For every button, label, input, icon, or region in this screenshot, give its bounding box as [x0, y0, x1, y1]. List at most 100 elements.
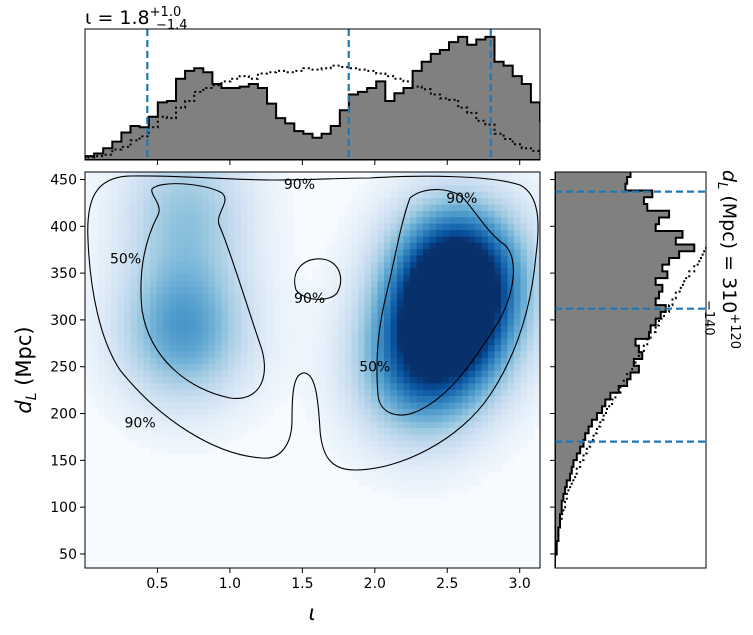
heatmap-cell [143, 286, 151, 294]
heatmap-cell [241, 274, 249, 282]
heatmap-cell [221, 286, 229, 294]
heatmap-cell [397, 484, 405, 492]
heatmap-cell [286, 318, 294, 326]
heatmap-cell [501, 191, 509, 199]
heatmap-cell [280, 255, 288, 263]
heatmap-cell [163, 242, 171, 250]
heatmap-cell [202, 350, 210, 358]
heatmap-cell [462, 248, 470, 256]
heatmap-cell [104, 280, 112, 288]
heatmap-cell [527, 184, 535, 192]
heatmap-cell [501, 274, 509, 282]
heatmap-cell [364, 274, 372, 282]
heatmap-cell [163, 338, 171, 346]
contour-label: 50% [110, 252, 141, 268]
heatmap-cell [111, 312, 119, 320]
heatmap-cell [221, 363, 229, 371]
heatmap-cell [182, 286, 190, 294]
heatmap-cell [514, 261, 522, 269]
heatmap-cell [111, 229, 119, 237]
heatmap-cell [202, 191, 210, 199]
heatmap-cell [267, 318, 275, 326]
heatmap-cell [208, 433, 216, 441]
heatmap-cell [117, 178, 125, 186]
heatmap-cell [332, 453, 340, 461]
heatmap-cell [449, 172, 457, 179]
heatmap-cell [182, 235, 190, 243]
heatmap-cell [410, 491, 418, 499]
heatmap-cell [208, 421, 216, 429]
heatmap-cell [345, 229, 353, 237]
heatmap-cell [182, 408, 190, 416]
heatmap-cell [436, 446, 444, 454]
heatmap-cell [462, 382, 470, 390]
heatmap-cell [377, 446, 385, 454]
heatmap-cell [429, 472, 437, 480]
heatmap-cell [104, 248, 112, 256]
heatmap-cell [260, 216, 268, 224]
heatmap-cell [176, 299, 184, 307]
iota-marginal-frame [84, 28, 541, 161]
heatmap-cell [111, 248, 119, 256]
heatmap-cell [364, 421, 372, 429]
heatmap-cell [475, 472, 483, 480]
heatmap-cell [130, 299, 138, 307]
heatmap-cell [384, 306, 392, 314]
heatmap-cell [507, 223, 515, 231]
heatmap-cell [221, 312, 229, 320]
heatmap-cell [325, 274, 333, 282]
heatmap-cell [423, 248, 431, 256]
heatmap-cell [358, 414, 366, 422]
heatmap-cell [520, 197, 528, 205]
heatmap-cell [163, 325, 171, 333]
heatmap-cell [228, 216, 236, 224]
heatmap-cell [390, 376, 398, 384]
heatmap-cell [475, 408, 483, 416]
heatmap-cell [423, 370, 431, 377]
heatmap-cell [468, 459, 476, 467]
heatmap-cell [104, 210, 112, 218]
heatmap-cell [436, 255, 444, 263]
heatmap-cell [533, 338, 540, 346]
heatmap-cell [520, 223, 528, 231]
heatmap-cell [130, 338, 138, 346]
distance-posterior-histogram [555, 172, 696, 568]
heatmap-cell [423, 261, 431, 269]
heatmap-cell [377, 459, 385, 467]
heatmap-cell [351, 427, 359, 435]
heatmap-cell [338, 350, 346, 358]
heatmap-cell [351, 210, 359, 218]
heatmap-cell [325, 395, 333, 403]
heatmap-cell [241, 344, 249, 352]
heatmap-cell [163, 427, 171, 435]
heatmap-cell [455, 427, 463, 435]
heatmap-cell [195, 389, 203, 397]
heatmap-cell [377, 376, 385, 384]
heatmap-cell [111, 184, 119, 192]
density-heatmap [85, 172, 540, 499]
heatmap-cell [130, 242, 138, 250]
heatmap-cell [442, 331, 450, 339]
heatmap-cell [475, 478, 483, 486]
heatmap-cell [436, 197, 444, 205]
heatmap-cell [260, 184, 268, 192]
heatmap-cell [527, 433, 535, 441]
heatmap-cell [533, 401, 540, 409]
heatmap-cell [202, 414, 210, 422]
heatmap-cell [397, 376, 405, 384]
heatmap-cell [371, 299, 379, 307]
heatmap-cell [332, 440, 340, 448]
heatmap-cell [351, 280, 359, 288]
heatmap-cell [371, 453, 379, 461]
heatmap-cell [384, 478, 392, 486]
heatmap-cell [423, 325, 431, 333]
heatmap-cell [449, 210, 457, 218]
heatmap-cell [195, 427, 203, 435]
heatmap-cell [286, 274, 294, 282]
heatmap-cell [527, 172, 535, 179]
heatmap-cell [117, 318, 125, 326]
heatmap-cell [247, 203, 255, 211]
heatmap-cell [312, 408, 320, 416]
x-tick-label: 2.5 [436, 576, 458, 592]
